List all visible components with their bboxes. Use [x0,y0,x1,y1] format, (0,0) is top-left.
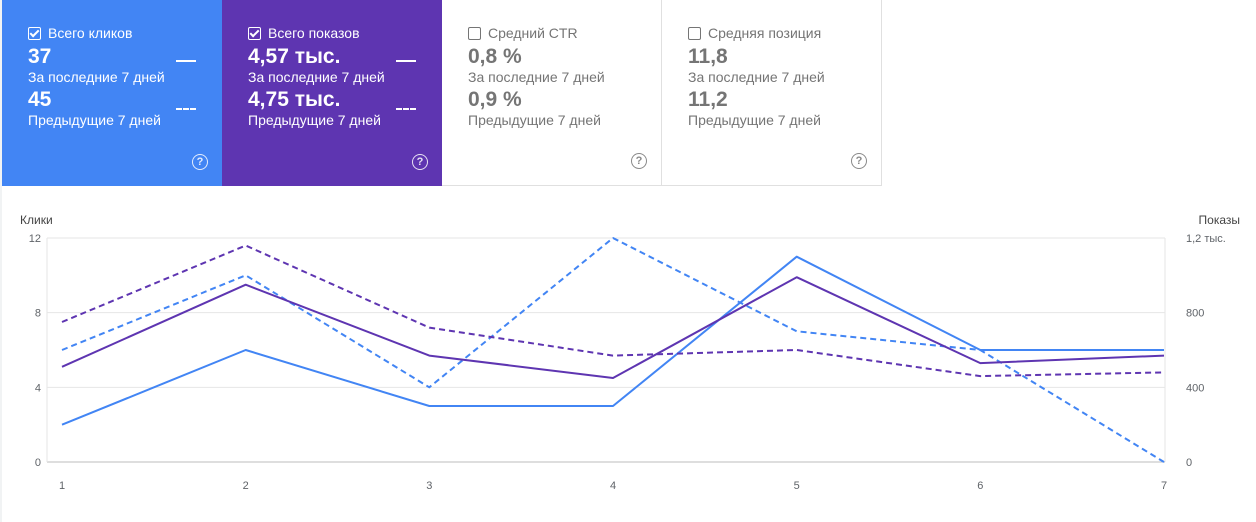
previous-value: 4,75 тыс. [248,88,341,111]
card-average-position[interactable]: Средняя позиция 11,8 За последние 7 дней… [662,0,882,186]
y-left-tick-label: 12 [29,233,41,245]
clicks-current-series-line [61,255,1164,426]
help-circle-icon[interactable]: ? [192,154,208,170]
current-value: 37 [28,45,52,68]
card-label: Всего кликов [48,25,133,41]
card-label: Средняя позиция [708,25,822,41]
chart-grid [46,237,1166,463]
previous-value: 11,2 [688,88,728,111]
checkbox-ctr[interactable] [468,26,481,40]
x-tick-label: 2 [243,480,249,492]
current-period-label: За последние 7 дней [248,69,385,85]
impressions-previous-series-line [61,244,1165,378]
current-period-label: За последние 7 дней [468,69,605,85]
card-total-impressions[interactable]: Всего показов 4,57 тыс. За последние 7 д… [222,0,442,186]
y-right-tick-label: 1,2 тыс. [1186,233,1226,245]
y-left-axis-title: Клики [20,213,53,227]
x-tick-label: 6 [977,480,983,492]
solid-line-legend-icon [396,60,416,62]
chart-series [61,237,1165,463]
x-tick-label: 7 [1161,480,1167,492]
dashed-line-legend-icon [396,108,416,110]
previous-period-label: Предыдущие 7 дней [28,112,161,128]
checkbox-position[interactable] [688,26,701,40]
checkbox-clicks[interactable] [28,26,41,40]
dashed-line-legend-icon [176,108,196,110]
card-label: Всего показов [268,25,360,41]
x-tick-label: 5 [794,480,800,492]
current-value: 4,57 тыс. [248,45,341,68]
current-value: 11,8 [688,45,728,68]
current-period-label: За последние 7 дней [688,69,825,85]
solid-line-legend-icon [176,60,196,62]
clicks-previous-series-line [61,237,1165,463]
y-left-tick-label: 0 [35,457,41,469]
y-right-tick-label: 0 [1186,457,1192,469]
current-period-label: За последние 7 дней [28,69,165,85]
x-tick-label: 4 [610,480,616,492]
x-tick-label: 1 [59,480,65,492]
y-left-tick-label: 8 [35,308,41,320]
card-average-ctr[interactable]: Средний CTR 0,8 % За последние 7 дней 0,… [442,0,662,186]
previous-value: 0,9 % [468,88,522,111]
help-circle-icon[interactable]: ? [851,153,867,169]
y-right-tick-label: 800 [1186,308,1204,320]
card-label: Средний CTR [488,25,578,41]
help-circle-icon[interactable]: ? [412,154,428,170]
previous-value: 45 [28,88,52,111]
previous-period-label: Предыдущие 7 дней [248,112,381,128]
y-left-tick-label: 4 [35,382,41,394]
y-right-axis-title: Показы [1199,213,1240,227]
previous-period-label: Предыдущие 7 дней [688,112,821,128]
current-value: 0,8 % [468,45,522,68]
help-circle-icon[interactable]: ? [631,153,647,169]
card-total-clicks[interactable]: Всего кликов 37 За последние 7 дней 45 П… [2,0,222,186]
impressions-current-series-line [61,276,1165,379]
metric-cards: Всего кликов 37 За последние 7 дней 45 П… [2,0,882,186]
x-tick-label: 3 [426,480,432,492]
checkbox-impressions[interactable] [248,26,261,40]
previous-period-label: Предыдущие 7 дней [468,112,601,128]
y-right-tick-label: 400 [1186,382,1204,394]
